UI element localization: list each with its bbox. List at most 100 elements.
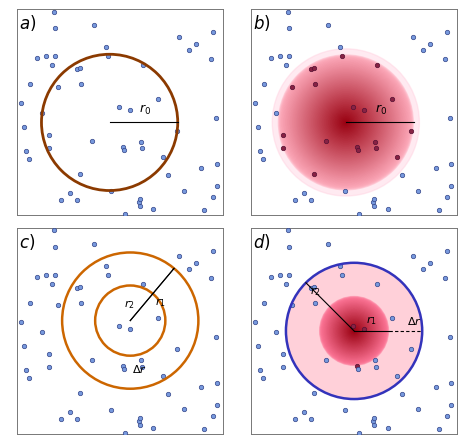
Circle shape [338,315,370,347]
Circle shape [291,67,401,178]
Circle shape [282,58,410,187]
Circle shape [324,301,384,361]
Circle shape [341,118,351,127]
Circle shape [312,88,380,156]
Circle shape [285,62,406,183]
Text: $r_1$: $r_1$ [366,314,377,327]
Circle shape [326,303,382,359]
Circle shape [325,101,367,144]
Circle shape [335,112,357,133]
Circle shape [281,57,411,188]
Text: $r_0$: $r_0$ [139,103,151,117]
Circle shape [283,59,409,186]
Circle shape [344,320,365,342]
Circle shape [315,92,376,153]
Circle shape [309,85,383,159]
Text: $r_1$: $r_1$ [155,296,166,309]
Circle shape [320,97,372,148]
Circle shape [305,82,387,163]
Circle shape [303,79,389,165]
Circle shape [292,68,401,177]
Circle shape [320,297,388,365]
Circle shape [331,108,360,137]
Circle shape [328,105,364,140]
Circle shape [298,75,393,170]
Circle shape [286,62,406,183]
Circle shape [306,82,386,163]
Circle shape [346,323,362,339]
Circle shape [344,321,364,341]
Circle shape [345,321,364,341]
Circle shape [335,311,374,350]
Circle shape [342,319,366,343]
Text: $\Delta r$: $\Delta r$ [407,315,422,327]
Circle shape [279,56,412,189]
Circle shape [321,298,387,364]
Circle shape [327,103,365,141]
Circle shape [329,106,362,139]
Circle shape [301,78,390,167]
Circle shape [319,296,389,365]
Circle shape [336,312,373,350]
Circle shape [351,327,357,334]
Circle shape [349,326,359,336]
Circle shape [326,303,383,359]
Circle shape [331,107,361,137]
Circle shape [344,120,348,124]
Circle shape [330,307,378,354]
Circle shape [328,305,380,357]
Circle shape [287,64,404,181]
Circle shape [337,314,371,348]
Circle shape [332,309,376,353]
Circle shape [330,107,362,138]
Circle shape [333,310,374,352]
Circle shape [332,308,376,353]
Circle shape [333,109,359,136]
Circle shape [310,86,382,159]
Circle shape [301,78,391,167]
Circle shape [343,120,348,125]
Text: $d)$: $d)$ [253,232,271,252]
Circle shape [339,315,369,346]
Circle shape [342,118,350,127]
Circle shape [316,93,376,152]
Circle shape [337,313,372,349]
Circle shape [338,115,353,130]
Circle shape [347,324,361,338]
Circle shape [340,317,368,345]
Circle shape [343,320,365,342]
Circle shape [298,74,394,171]
Circle shape [324,301,384,361]
Text: $c)$: $c)$ [19,232,35,252]
Circle shape [303,80,388,165]
Circle shape [317,94,374,151]
Circle shape [323,100,368,145]
Circle shape [341,318,367,344]
Circle shape [345,121,347,124]
Circle shape [322,299,386,362]
Circle shape [322,299,386,363]
Circle shape [325,302,383,360]
Circle shape [334,111,357,134]
Circle shape [350,326,358,335]
Circle shape [348,325,360,337]
Circle shape [311,88,381,157]
Circle shape [327,304,381,358]
Circle shape [292,69,400,176]
Circle shape [327,303,382,358]
Circle shape [323,300,385,361]
Circle shape [319,296,389,366]
Circle shape [297,74,395,171]
Circle shape [334,311,374,351]
Circle shape [278,55,413,190]
Circle shape [352,329,356,333]
Circle shape [336,313,372,349]
Circle shape [349,326,359,336]
Text: $r_2$: $r_2$ [124,299,135,311]
Circle shape [283,60,409,185]
Circle shape [345,322,363,340]
Circle shape [309,85,383,160]
Circle shape [284,60,408,184]
Circle shape [336,112,356,132]
Circle shape [289,65,403,179]
